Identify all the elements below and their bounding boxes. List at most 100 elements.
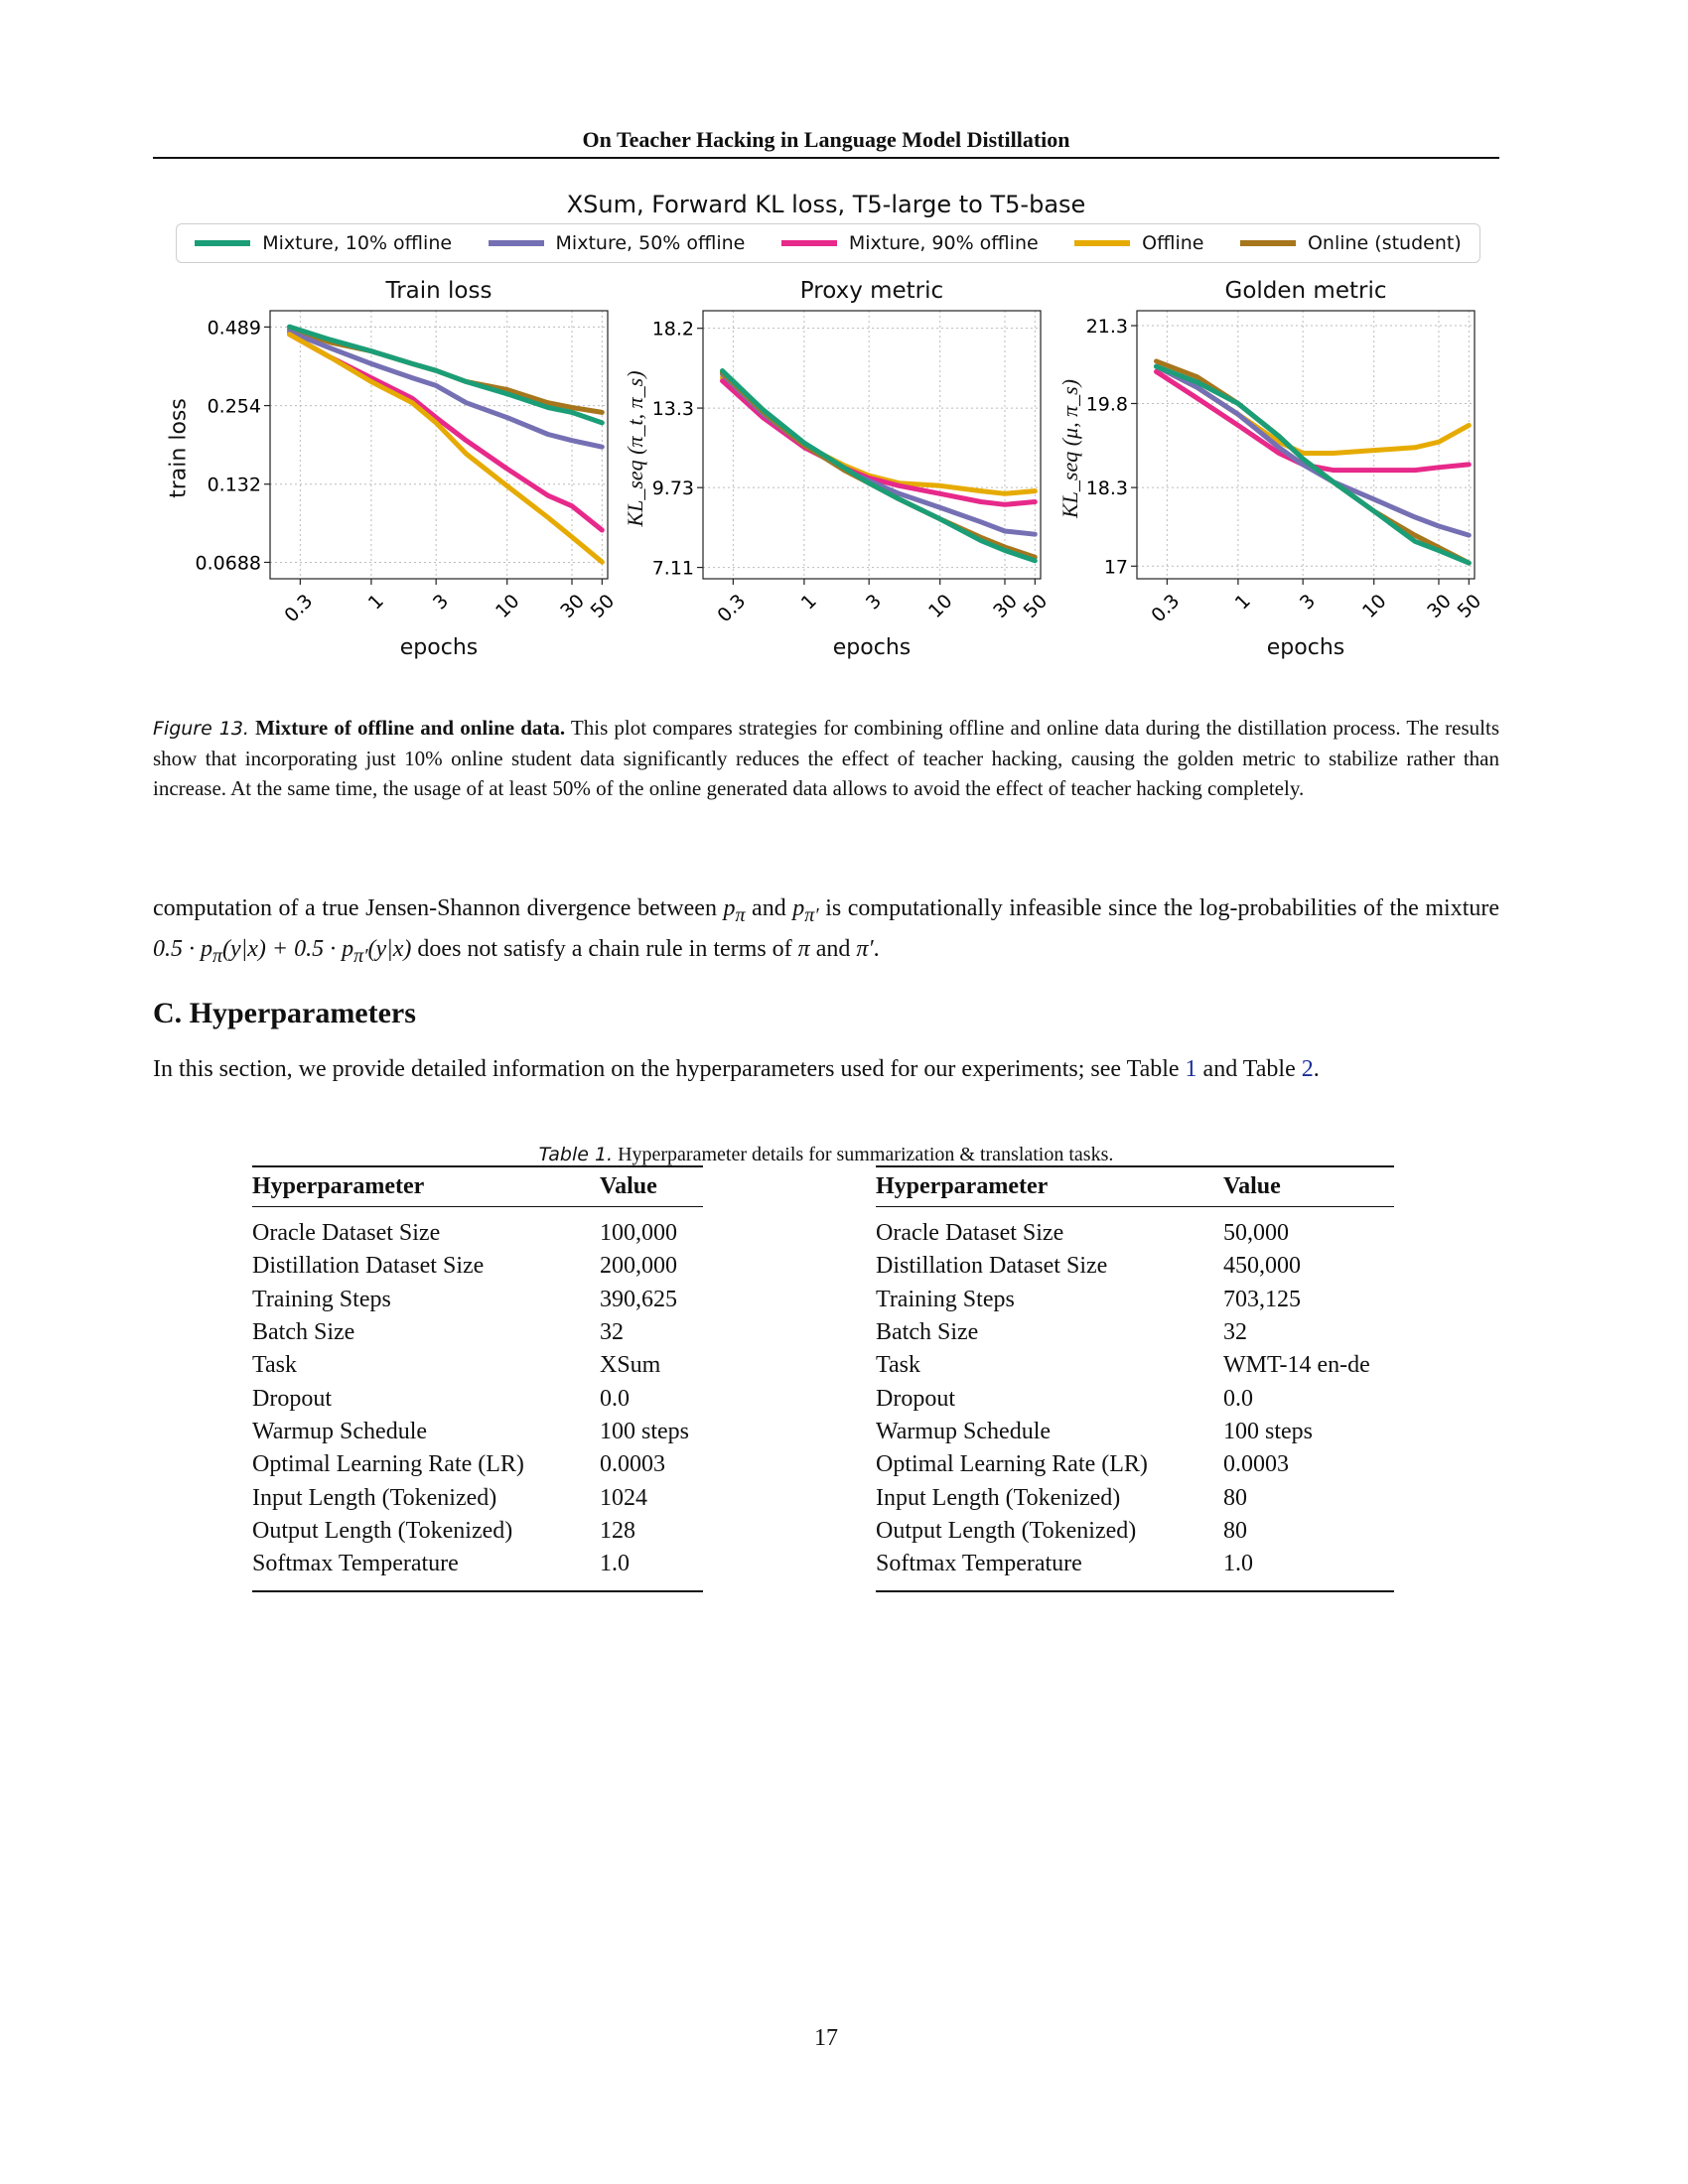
math-symbol: p <box>792 895 805 921</box>
figure-caption-label: Figure 13. <box>153 718 249 740</box>
table-row: Task XSum <box>252 1349 703 1382</box>
table-cell-value: 32 <box>1223 1319 1247 1346</box>
legend-item: Mixture, 10% offline <box>195 232 452 254</box>
math-pi: π <box>797 935 810 962</box>
x-tick-label: 1 <box>797 590 821 614</box>
legend-item: Offline <box>1074 232 1204 254</box>
table-row: Warmup Schedule 100 steps <box>876 1416 1394 1448</box>
text-run: computation of a true Jensen-Shannon div… <box>153 895 724 921</box>
header-rule <box>153 157 1499 159</box>
y-axis-label: KL_seq (π_t, π_s) <box>623 370 647 527</box>
x-tick-label: 3 <box>862 590 886 614</box>
math-symbol: (y|x) + 0.5 · p <box>222 935 354 962</box>
hyperparameter-table-translation: Hyperparameter Value Oracle Dataset Size… <box>876 1165 1394 1592</box>
series-line <box>720 374 1038 496</box>
y-axis-label: KL_seq (μ, π_s) <box>1057 379 1082 519</box>
table-cell-parameter: Optimal Learning Rate (LR) <box>876 1451 1148 1478</box>
table-ref-link[interactable]: 1 <box>1185 1056 1197 1082</box>
figure-caption-title: Mixture of offline and online data. <box>255 716 566 740</box>
table-cell-value: 1024 <box>600 1484 647 1511</box>
legend-label: Mixture, 50% offline <box>555 232 746 254</box>
table-header-row: Hyperparameter Value <box>252 1166 703 1207</box>
table-header-cell: Value <box>1223 1173 1281 1199</box>
table-row: Softmax Temperature 1.0 <box>876 1548 1394 1591</box>
legend-label: Mixture, 10% offline <box>262 232 453 254</box>
panel-title-golden-metric: Golden metric <box>1224 278 1387 304</box>
x-tick-label: 3 <box>1296 590 1320 614</box>
y-tick-label: 0.489 <box>208 317 261 339</box>
table-cell-parameter: Task <box>252 1352 297 1379</box>
table-row: Task WMT-14 en-de <box>876 1349 1394 1382</box>
table-caption: Table 1. Hyperparameter details for summ… <box>153 1144 1499 1166</box>
table-header-cell: Value <box>600 1173 657 1199</box>
y-tick-label: 0.254 <box>208 396 261 418</box>
x-axis-label: epochs <box>1266 635 1345 660</box>
table-cell-value: 50,000 <box>1223 1220 1289 1247</box>
table-row: Output Length (Tokenized) 128 <box>252 1515 703 1548</box>
x-tick-label: 50 <box>1020 590 1053 622</box>
table-row: Input Length (Tokenized) 1024 <box>252 1481 703 1514</box>
table-cell-parameter: Batch Size <box>876 1319 979 1346</box>
table-cell-parameter: Softmax Temperature <box>252 1551 459 1577</box>
body-paragraph: In this section, we provide detailed inf… <box>153 1052 1499 1086</box>
body-paragraph: computation of a true Jensen-Shannon div… <box>153 891 1499 973</box>
x-tick-label: 30 <box>989 590 1022 622</box>
table-header-row: Hyperparameter Value <box>876 1166 1394 1207</box>
table-cell-parameter: Input Length (Tokenized) <box>876 1484 1121 1511</box>
text-run: In this section, we provide detailed inf… <box>153 1056 1186 1082</box>
table-cell-parameter: Softmax Temperature <box>876 1551 1082 1577</box>
table-cell-parameter: Optimal Learning Rate (LR) <box>252 1451 524 1478</box>
y-tick-label: 18.3 <box>1086 478 1128 499</box>
math-subscript: π′ <box>804 903 819 926</box>
table-cell-parameter: Warmup Schedule <box>876 1418 1052 1444</box>
table-caption-text: Hyperparameter details for summarization… <box>618 1144 1114 1165</box>
text-run: is computationally infeasible since the … <box>818 895 1500 921</box>
table-cell-value: 1.0 <box>1223 1551 1253 1577</box>
table-cell-parameter: Task <box>876 1352 920 1379</box>
y-tick-label: 19.8 <box>1086 393 1128 415</box>
series-line <box>720 369 1038 560</box>
x-tick-label: 10 <box>924 590 957 622</box>
legend-item: Mixture, 90% offline <box>780 232 1039 254</box>
table-cell-value: 128 <box>600 1517 635 1544</box>
series-line <box>720 368 1038 564</box>
table-cell-value: 100 steps <box>600 1418 689 1444</box>
table-row: Training Steps 703,125 <box>876 1284 1394 1316</box>
y-tick-label: 13.3 <box>652 398 694 420</box>
x-tick-label: 0.3 <box>280 590 317 626</box>
running-head: On Teacher Hacking in Language Model Dis… <box>582 127 1070 152</box>
x-tick-label: 1 <box>364 590 388 614</box>
plot-frame <box>702 310 1042 580</box>
table-cell-value: WMT-14 en-de <box>1223 1352 1370 1379</box>
legend-swatch <box>1239 240 1296 246</box>
x-tick-label: 0.3 <box>1147 590 1184 626</box>
legend-swatch <box>1074 240 1131 246</box>
table-row: Warmup Schedule 100 steps <box>252 1416 703 1448</box>
table-ref-link[interactable]: 2 <box>1301 1056 1314 1082</box>
table-cell-value: 100,000 <box>600 1220 677 1247</box>
table-cell-value: 0.0 <box>600 1385 630 1412</box>
legend-label: Online (student) <box>1307 232 1462 254</box>
table-cell-value: 80 <box>1223 1517 1247 1544</box>
table-cell-value: 0.0003 <box>1223 1451 1289 1478</box>
table-row: Oracle Dataset Size 50,000 <box>876 1207 1394 1251</box>
legend-swatch <box>780 240 837 246</box>
x-axis-label: epochs <box>832 635 912 660</box>
table-row: Output Length (Tokenized) 80 <box>876 1515 1394 1548</box>
x-axis-label: epochs <box>399 635 479 660</box>
table-header-cell: Hyperparameter <box>876 1173 1049 1199</box>
x-tick-label: 30 <box>1423 590 1456 622</box>
text-run: and <box>809 935 857 962</box>
table-row: Training Steps 390,625 <box>252 1284 703 1316</box>
math-p-pi: pπ <box>723 895 745 926</box>
table-row: Distillation Dataset Size 200,000 <box>252 1250 703 1283</box>
math-pi-prime: π′ <box>856 935 874 962</box>
hyperparameter-table-summarization: Hyperparameter Value Oracle Dataset Size… <box>252 1165 703 1592</box>
table-cell-value: 200,000 <box>600 1253 677 1280</box>
y-tick-label: 0.0688 <box>196 552 261 574</box>
y-tick-label: 0.132 <box>208 475 261 496</box>
math-symbol: (y|x) <box>367 935 412 962</box>
table-row: Batch Size 32 <box>876 1316 1394 1349</box>
table-cell-parameter: Oracle Dataset Size <box>252 1220 441 1247</box>
